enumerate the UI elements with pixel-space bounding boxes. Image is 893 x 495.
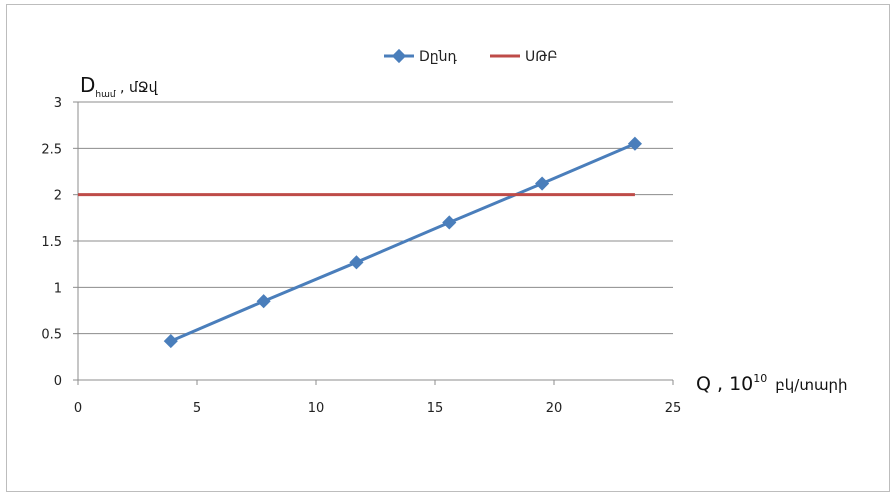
x-tick-label: 5 <box>193 401 201 416</box>
x-axis-label-unit: բկ/տարի <box>775 376 847 394</box>
y-axis-label: Dհամ , մՋվ <box>80 73 159 100</box>
y-tick-label: 2.5 <box>41 142 62 157</box>
legend-marker-series-1 <box>391 48 407 64</box>
y-axis-label-subscript: համ <box>95 90 115 100</box>
x-axis-label-superscript: 10 <box>753 372 767 385</box>
x-tick-label: 10 <box>308 401 325 416</box>
legend-label-series-2: ՍԹԲ <box>525 49 558 65</box>
x-tick-label: 0 <box>74 401 82 416</box>
y-tick-labels: 0 0.5 1 1.5 2 2.5 3 <box>41 96 62 389</box>
y-axis-label-main: D <box>80 73 95 97</box>
data-point-series-1 <box>349 255 364 270</box>
legend-label-series-1: Dընդ <box>419 49 458 65</box>
data-point-series-1 <box>256 294 271 309</box>
axes <box>73 101 674 385</box>
y-tick-label: 1 <box>54 281 62 296</box>
series-line-1 <box>170 142 636 343</box>
y-tick-label: 0.5 <box>41 328 62 343</box>
x-tick-label: 20 <box>546 401 563 416</box>
y-tick-label: 2 <box>54 189 62 204</box>
gridlines <box>78 101 673 335</box>
x-tick-label: 15 <box>427 401 444 416</box>
y-tick-label: 0 <box>54 374 62 389</box>
legend: Dընդ ՍԹԲ <box>384 48 558 65</box>
y-tick-label: 1.5 <box>41 235 62 250</box>
series-layer <box>78 136 642 349</box>
x-tick-labels: 0 5 10 15 20 25 <box>74 401 681 416</box>
x-axis-label: Q , 1010 բկ/տարի <box>696 372 848 395</box>
x-axis-label-main: Q , 10 <box>696 373 753 395</box>
data-point-series-1 <box>442 215 457 230</box>
y-tick-label: 3 <box>54 96 62 111</box>
chart-frame <box>6 4 890 492</box>
x-tick-label: 25 <box>665 401 682 416</box>
data-point-series-1 <box>627 136 642 151</box>
data-point-series-1 <box>535 176 550 191</box>
data-point-series-1 <box>163 334 178 349</box>
y-axis-label-unit: մՋվ <box>125 80 159 96</box>
y-axis-label-separator: , <box>116 80 125 96</box>
